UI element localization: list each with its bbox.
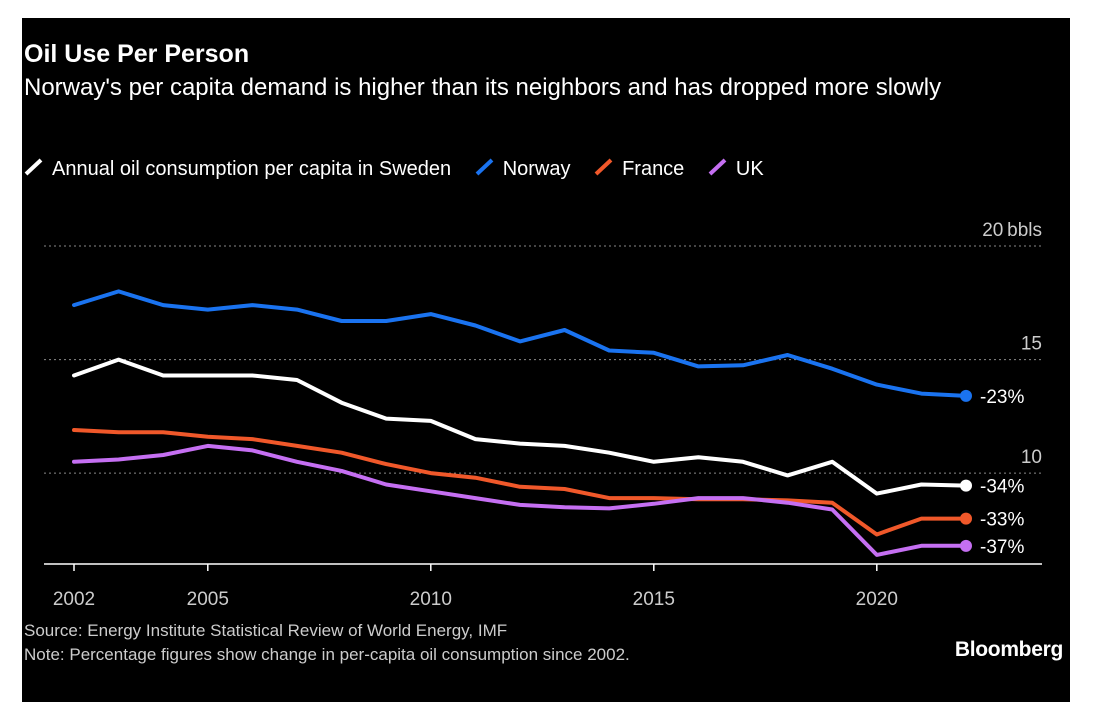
series-line-norway xyxy=(72,289,968,398)
legend-label-sweden: Annual oil consumption per capita in Swe… xyxy=(52,158,452,180)
x-tick-label-2020: 2020 xyxy=(856,589,898,610)
x-tick-label-2015: 2015 xyxy=(633,589,675,610)
legend-label-france: France xyxy=(622,158,685,180)
legend-label-norway: Norway xyxy=(502,158,571,180)
y-tick-label-15: 15 xyxy=(1021,334,1042,355)
legend-swatch-uk xyxy=(708,158,727,176)
series-line-sweden xyxy=(72,357,968,496)
legend-item-sweden: Annual oil consumption per capita in Swe… xyxy=(24,157,451,181)
legend-item-france: France xyxy=(594,157,684,181)
series-end-label-sweden: -34% xyxy=(980,477,1024,498)
series-end-marker-uk xyxy=(960,539,972,552)
series-line-france xyxy=(72,428,968,537)
legend: Annual oil consumption per capita in Swe… xyxy=(24,157,782,181)
series-end-marker-france xyxy=(960,512,972,525)
footnote: Note: Percentage figures show change in … xyxy=(24,645,630,664)
chart-subtitle: Norway's per capita demand is higher tha… xyxy=(24,74,942,101)
legend-item-norway: Norway xyxy=(475,157,571,181)
source-note: Source: Energy Institute Statistical Rev… xyxy=(24,621,508,640)
series-end-marker-sweden xyxy=(960,479,972,492)
chart-title: Oil Use Per Person xyxy=(24,40,250,68)
legend-swatch-norway xyxy=(475,158,494,176)
series-end-label-norway: -23% xyxy=(980,387,1024,408)
footer: Source: Energy Institute Statistical Rev… xyxy=(24,619,630,667)
series-end-label-uk: -37% xyxy=(980,537,1024,558)
x-tick-label-2010: 2010 xyxy=(410,589,452,610)
series-line-uk xyxy=(72,443,968,557)
legend-item-uk: UK xyxy=(708,157,764,181)
y-tick-label-10: 10 xyxy=(1021,447,1042,468)
legend-swatch-france xyxy=(594,158,613,176)
x-tick-label-2002: 2002 xyxy=(53,589,95,610)
legend-swatch-sweden xyxy=(24,158,43,176)
y-tick-label-20: 20 bbls xyxy=(982,220,1042,241)
series-end-label-france: -33% xyxy=(980,510,1024,531)
series-end-marker-norway xyxy=(960,389,972,402)
x-tick-label-2005: 2005 xyxy=(187,589,229,610)
legend-label-uk: UK xyxy=(735,158,764,180)
bloomberg-logo: Bloomberg xyxy=(954,638,1063,661)
